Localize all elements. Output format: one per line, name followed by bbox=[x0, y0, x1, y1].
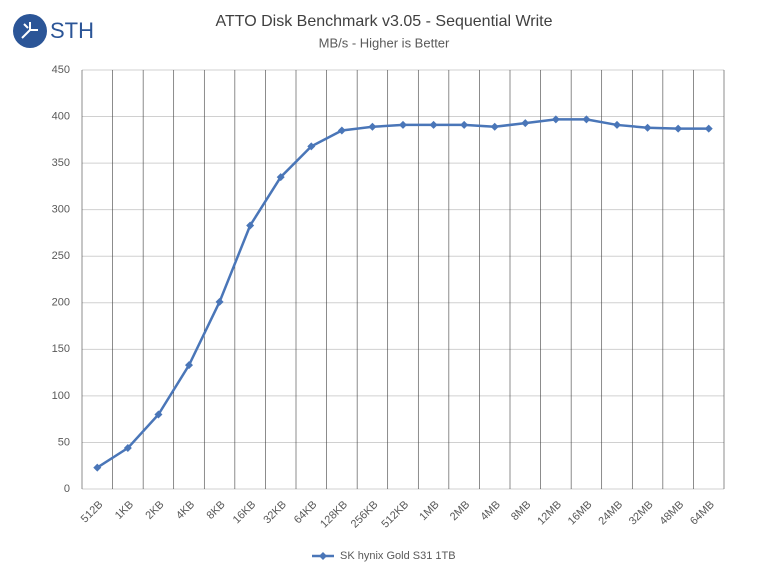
data-point bbox=[276, 173, 285, 182]
data-point bbox=[490, 122, 499, 131]
data-point bbox=[704, 124, 713, 133]
data-point bbox=[643, 123, 652, 132]
y-tick-label: 300 bbox=[52, 204, 70, 216]
chart-title: ATTO Disk Benchmark v3.05 - Sequential W… bbox=[215, 13, 552, 30]
data-point bbox=[582, 115, 591, 124]
data-point bbox=[123, 444, 132, 453]
y-tick-label: 350 bbox=[52, 157, 70, 169]
data-point bbox=[154, 410, 163, 419]
logo: STH bbox=[13, 14, 94, 48]
y-tick-label: 0 bbox=[64, 483, 70, 495]
data-point bbox=[674, 124, 683, 133]
data-point bbox=[215, 297, 224, 306]
chart-subtitle: MB/s - Higher is Better bbox=[319, 35, 450, 50]
y-tick-label: 100 bbox=[52, 390, 70, 402]
y-tick-label: 400 bbox=[52, 110, 70, 122]
y-tick-label: 450 bbox=[52, 64, 70, 76]
data-point bbox=[185, 361, 193, 370]
legend-marker bbox=[319, 552, 327, 560]
data-point bbox=[399, 120, 407, 129]
data-point bbox=[307, 142, 316, 151]
data-point bbox=[337, 126, 346, 135]
logo-text: STH bbox=[50, 18, 94, 43]
data-point bbox=[613, 120, 621, 129]
y-tick-label: 150 bbox=[52, 343, 70, 355]
legend-label: SK hynix Gold S31 1TB bbox=[340, 550, 456, 562]
data-point bbox=[521, 119, 530, 128]
data-point bbox=[551, 115, 560, 124]
y-tick-label: 50 bbox=[58, 436, 70, 448]
data-point bbox=[429, 120, 438, 129]
data-point bbox=[460, 120, 469, 129]
data-point bbox=[246, 221, 255, 230]
data-point bbox=[368, 122, 377, 131]
y-tick-label: 200 bbox=[52, 297, 70, 309]
y-tick-label: 250 bbox=[52, 250, 70, 262]
data-point bbox=[93, 463, 102, 472]
logo-icon bbox=[21, 22, 38, 39]
